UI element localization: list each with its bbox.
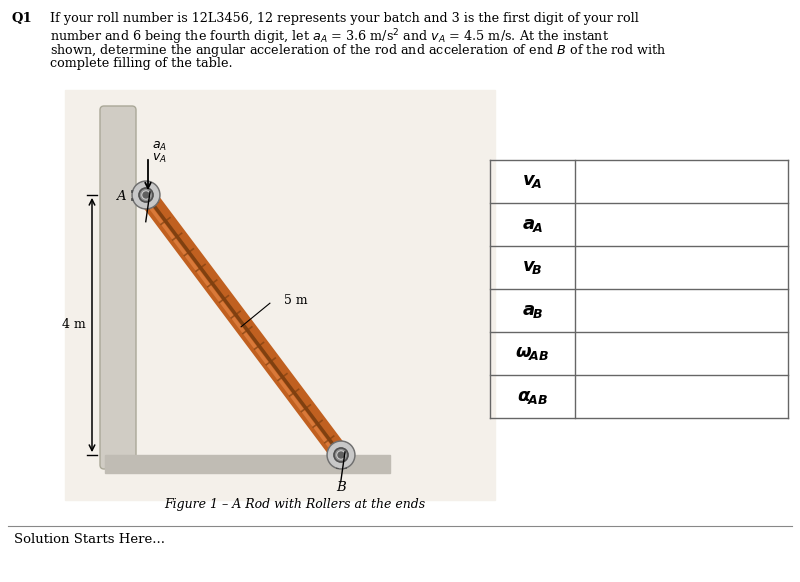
- Text: number and 6 being the fourth digit, let $a_A$ = 3.6 m/s$^2$ and $v_A$ = 4.5 m/s: number and 6 being the fourth digit, let…: [50, 27, 609, 47]
- Text: 4 m: 4 m: [62, 318, 86, 332]
- Text: If your roll number is 12L3456, 12 represents your batch and 3 is the first digi: If your roll number is 12L3456, 12 repre…: [50, 12, 639, 25]
- Bar: [65, 90, 495, 500]
- Circle shape: [338, 452, 344, 458]
- Text: 5 m: 5 m: [284, 294, 307, 307]
- Text: $v_A$: $v_A$: [152, 152, 166, 165]
- Text: $\boldsymbol{v}_{\!\boldsymbol{B}}$: $\boldsymbol{v}_{\!\boldsymbol{B}}$: [522, 258, 543, 276]
- FancyBboxPatch shape: [100, 106, 136, 469]
- Text: Figure 1 – A Rod with Rollers at the ends: Figure 1 – A Rod with Rollers at the end…: [165, 498, 426, 511]
- Bar: [105, 455, 390, 473]
- Circle shape: [142, 191, 150, 199]
- Text: complete filling of the table.: complete filling of the table.: [50, 57, 233, 70]
- Circle shape: [134, 183, 158, 208]
- Text: $\boldsymbol{v}_{\!\boldsymbol{A}}$: $\boldsymbol{v}_{\!\boldsymbol{A}}$: [522, 172, 542, 190]
- Circle shape: [327, 441, 355, 469]
- Text: $\boldsymbol{\alpha}_{\!\boldsymbol{AB}}$: $\boldsymbol{\alpha}_{\!\boldsymbol{AB}}…: [517, 388, 548, 406]
- Text: $\boldsymbol{a}_{\!\boldsymbol{B}}$: $\boldsymbol{a}_{\!\boldsymbol{B}}$: [522, 301, 543, 320]
- Text: B: B: [336, 481, 346, 494]
- Text: $\boldsymbol{\omega}_{\!\boldsymbol{AB}}$: $\boldsymbol{\omega}_{\!\boldsymbol{AB}}…: [515, 345, 550, 363]
- Circle shape: [329, 442, 354, 467]
- Text: A: A: [116, 190, 126, 204]
- Circle shape: [132, 181, 160, 209]
- Text: shown, determine the angular acceleration of the rod and acceleration of end $B$: shown, determine the angular acceleratio…: [50, 42, 666, 59]
- Text: Q1: Q1: [12, 12, 33, 25]
- Circle shape: [143, 192, 149, 198]
- Text: $\boldsymbol{a}_{\!\boldsymbol{A}}$: $\boldsymbol{a}_{\!\boldsymbol{A}}$: [522, 215, 543, 233]
- Circle shape: [139, 188, 153, 202]
- Circle shape: [334, 448, 348, 462]
- Circle shape: [337, 451, 345, 459]
- Text: $a_A$: $a_A$: [152, 140, 167, 153]
- Text: Solution Starts Here...: Solution Starts Here...: [14, 533, 165, 546]
